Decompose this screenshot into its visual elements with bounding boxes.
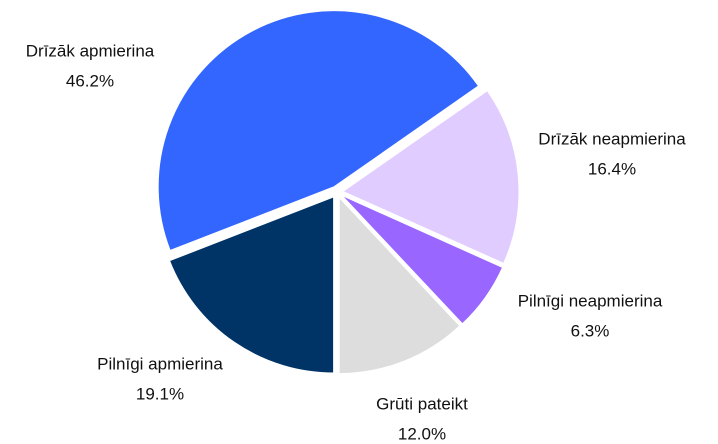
pie-slice <box>338 196 461 375</box>
slice-value-label: 6.3% <box>571 321 610 340</box>
slice-value-label: 19.1% <box>136 384 184 403</box>
pie-slice <box>157 10 480 252</box>
slice-value-label: 16.4% <box>588 159 636 178</box>
slice-label: Drīzāk neapmierina <box>538 129 686 148</box>
slice-label: Grūti pateikt <box>376 394 468 413</box>
pie-slice <box>341 195 504 325</box>
slice-label: Drīzāk apmierina <box>26 41 155 60</box>
pie-slice <box>341 89 520 265</box>
slice-label: Pilnīgi apmierina <box>97 354 223 373</box>
slice-label: Pilnīgi neapmierina <box>518 291 663 310</box>
slice-value-label: 46.2% <box>66 71 114 90</box>
slice-value-label: 12.0% <box>398 424 446 443</box>
pie-slice <box>168 196 335 374</box>
